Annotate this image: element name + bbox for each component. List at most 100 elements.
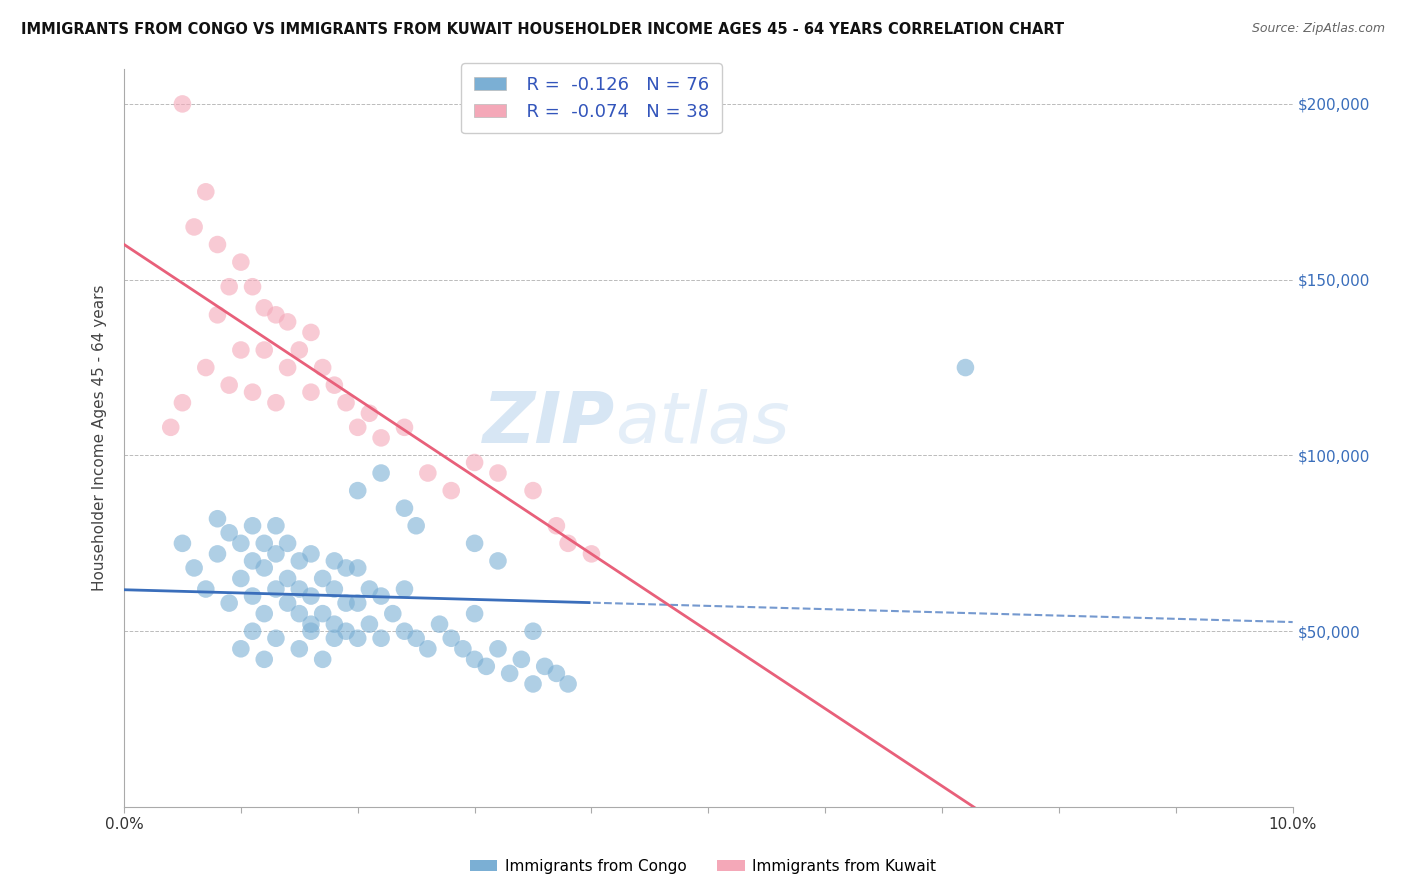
Point	[522, 677, 544, 691]
Point	[299, 617, 322, 632]
Point	[346, 596, 368, 610]
Point	[207, 308, 229, 322]
Point	[335, 561, 357, 575]
Point	[229, 343, 252, 357]
Point	[277, 572, 299, 586]
Point	[242, 589, 264, 603]
Point	[323, 554, 346, 568]
Point	[172, 536, 194, 550]
Point	[440, 632, 463, 646]
Point	[253, 607, 276, 621]
Point	[242, 279, 264, 293]
Y-axis label: Householder Income Ages 45 - 64 years: Householder Income Ages 45 - 64 years	[93, 285, 107, 591]
Point	[218, 596, 240, 610]
Point	[486, 641, 509, 656]
Point	[394, 501, 416, 516]
Point	[242, 624, 264, 639]
Point	[429, 617, 451, 632]
Point	[218, 378, 240, 392]
Point	[370, 431, 392, 445]
Point	[323, 617, 346, 632]
Point	[346, 632, 368, 646]
Point	[394, 624, 416, 639]
Point	[557, 677, 579, 691]
Point	[311, 360, 333, 375]
Point	[207, 547, 229, 561]
Point	[486, 466, 509, 480]
Point	[370, 589, 392, 603]
Point	[159, 420, 181, 434]
Text: atlas: atlas	[614, 389, 789, 458]
Point	[299, 589, 322, 603]
Point	[288, 607, 311, 621]
Point	[264, 518, 287, 533]
Point	[335, 624, 357, 639]
Point	[229, 641, 252, 656]
Point	[288, 554, 311, 568]
Point	[335, 596, 357, 610]
Point	[299, 385, 322, 400]
Point	[323, 582, 346, 596]
Point	[370, 632, 392, 646]
Point	[546, 518, 568, 533]
Point	[311, 607, 333, 621]
Point	[533, 659, 555, 673]
Legend: Immigrants from Congo, Immigrants from Kuwait: Immigrants from Congo, Immigrants from K…	[464, 853, 942, 880]
Point	[183, 561, 205, 575]
Point	[522, 483, 544, 498]
Point	[346, 483, 368, 498]
Point	[405, 518, 427, 533]
Point	[218, 525, 240, 540]
Point	[288, 641, 311, 656]
Point	[464, 455, 486, 469]
Point	[194, 360, 217, 375]
Point	[277, 360, 299, 375]
Point	[229, 572, 252, 586]
Point	[581, 547, 603, 561]
Point	[242, 554, 264, 568]
Point	[207, 237, 229, 252]
Point	[299, 326, 322, 340]
Point	[381, 607, 404, 621]
Point	[464, 652, 486, 666]
Point	[464, 607, 486, 621]
Text: Source: ZipAtlas.com: Source: ZipAtlas.com	[1251, 22, 1385, 36]
Point	[277, 596, 299, 610]
Point	[194, 582, 217, 596]
Legend:   R =  -0.126   N = 76,   R =  -0.074   N = 38: R = -0.126 N = 76, R = -0.074 N = 38	[461, 63, 721, 133]
Point	[416, 641, 439, 656]
Point	[299, 547, 322, 561]
Point	[207, 512, 229, 526]
Point	[253, 343, 276, 357]
Point	[299, 624, 322, 639]
Point	[242, 385, 264, 400]
Point	[172, 97, 194, 112]
Point	[311, 572, 333, 586]
Point	[311, 652, 333, 666]
Point	[416, 466, 439, 480]
Point	[264, 632, 287, 646]
Point	[264, 308, 287, 322]
Point	[277, 536, 299, 550]
Point	[253, 652, 276, 666]
Point	[242, 518, 264, 533]
Point	[440, 483, 463, 498]
Point	[498, 666, 520, 681]
Point	[264, 582, 287, 596]
Point	[172, 395, 194, 409]
Point	[218, 279, 240, 293]
Point	[183, 219, 205, 234]
Point	[557, 536, 579, 550]
Point	[359, 406, 381, 420]
Point	[464, 536, 486, 550]
Point	[288, 343, 311, 357]
Point	[194, 185, 217, 199]
Text: ZIP: ZIP	[482, 389, 614, 458]
Point	[229, 536, 252, 550]
Point	[546, 666, 568, 681]
Point	[370, 466, 392, 480]
Point	[394, 582, 416, 596]
Point	[405, 632, 427, 646]
Point	[346, 420, 368, 434]
Point	[229, 255, 252, 269]
